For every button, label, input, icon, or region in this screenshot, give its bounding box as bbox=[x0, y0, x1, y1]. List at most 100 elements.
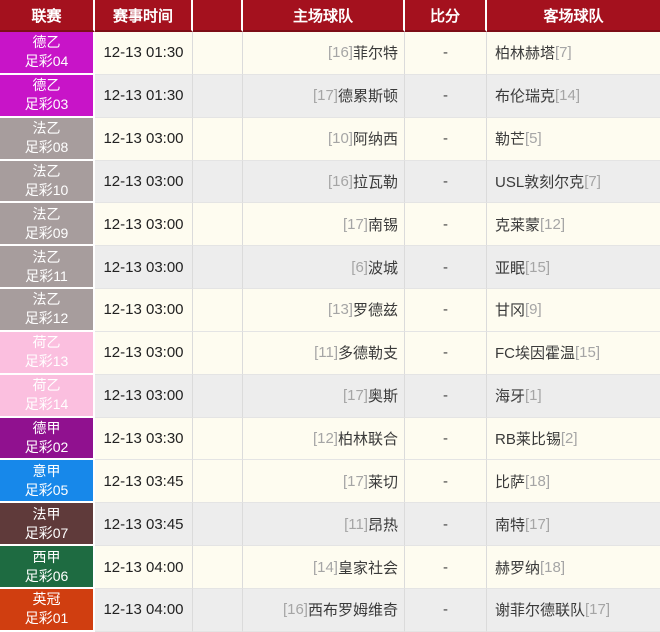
column-header-score: 比分 bbox=[405, 0, 487, 32]
table-row: 西甲 足彩06 12-13 04:00 [14] 皇家社会 - 赫罗纳 [18] bbox=[0, 546, 660, 589]
spacer-cell bbox=[193, 246, 243, 290]
away-team-cell[interactable]: 海牙 [1] bbox=[487, 375, 660, 418]
league-badge[interactable]: 法甲 足彩07 bbox=[0, 503, 95, 547]
away-team-cell[interactable]: 克莱蒙 [12] bbox=[487, 203, 660, 247]
home-team-name: 德累斯顿 bbox=[337, 88, 398, 106]
league-badge[interactable]: 法乙 足彩09 bbox=[0, 203, 95, 247]
match-time: 12-13 01:30 bbox=[95, 32, 193, 75]
away-team-cell[interactable]: 布伦瑞克 [14] bbox=[487, 75, 660, 118]
score-cell: - bbox=[405, 32, 487, 75]
league-code: 足彩06 bbox=[24, 567, 69, 584]
league-badge[interactable]: 荷乙 足彩14 bbox=[0, 374, 95, 418]
home-team-cell[interactable]: [16] 拉瓦勒 bbox=[243, 160, 405, 204]
league-code: 足彩14 bbox=[24, 396, 69, 413]
away-team-rank: [7] bbox=[555, 44, 572, 62]
home-team-cell[interactable]: [16] 菲尔特 bbox=[243, 32, 405, 75]
spacer-cell bbox=[193, 331, 243, 375]
table-row: 荷乙 足彩14 12-13 03:00 [17] 奥斯 - 海牙 [1] bbox=[0, 374, 660, 418]
home-team-rank: [12] bbox=[312, 430, 338, 448]
home-team-cell[interactable]: [10] 阿纳西 bbox=[243, 117, 405, 161]
league-name: 法甲 bbox=[32, 505, 61, 522]
column-header-spacer bbox=[193, 0, 243, 32]
home-team-cell[interactable]: [17] 南锡 bbox=[243, 203, 405, 247]
league-badge[interactable]: 意甲 足彩05 bbox=[0, 460, 95, 504]
league-code: 足彩10 bbox=[24, 181, 69, 198]
league-badge[interactable]: 法乙 足彩08 bbox=[0, 117, 95, 161]
table-row: 法甲 足彩07 12-13 03:45 [11] 昂热 - 南特 [17] bbox=[0, 503, 660, 547]
league-badge[interactable]: 英冠 足彩01 bbox=[0, 588, 95, 632]
table-row: 法乙 足彩12 12-13 03:00 [13] 罗德兹 - 甘冈 [9] bbox=[0, 289, 660, 332]
spacer-cell bbox=[193, 289, 243, 332]
league-name: 西甲 bbox=[32, 548, 61, 565]
away-team-name: 克莱蒙 bbox=[495, 216, 541, 234]
score-cell: - bbox=[405, 246, 487, 290]
league-badge[interactable]: 德甲 足彩02 bbox=[0, 417, 95, 461]
spacer-cell bbox=[193, 374, 243, 418]
away-team-cell[interactable]: 甘冈 [9] bbox=[487, 289, 660, 332]
spacer-cell bbox=[193, 74, 243, 118]
league-name: 法乙 bbox=[32, 291, 61, 308]
column-header-home: 主场球队 bbox=[243, 0, 405, 32]
league-badge[interactable]: 荷乙 足彩13 bbox=[0, 331, 95, 375]
away-team-rank: [18] bbox=[540, 558, 566, 576]
column-header-league: 联赛 bbox=[0, 0, 95, 32]
home-team-name: 拉瓦勒 bbox=[352, 173, 398, 191]
home-team-rank: [6] bbox=[351, 258, 368, 276]
league-code: 足彩03 bbox=[24, 96, 69, 113]
away-team-cell[interactable]: RB莱比锡 [2] bbox=[487, 418, 660, 461]
home-team-cell[interactable]: [6] 波城 bbox=[243, 246, 405, 290]
score-cell: - bbox=[405, 417, 487, 461]
home-team-cell[interactable]: [14] 皇家社会 bbox=[243, 546, 405, 589]
away-team-cell[interactable]: 亚眠 [15] bbox=[487, 246, 660, 290]
table-header-row: 联赛 赛事时间 主场球队 比分 客场球队 bbox=[0, 0, 660, 32]
home-team-cell[interactable]: [13] 罗德兹 bbox=[243, 289, 405, 332]
home-team-cell[interactable]: [17] 奥斯 bbox=[243, 374, 405, 418]
spacer-cell bbox=[193, 160, 243, 204]
league-name: 德甲 bbox=[32, 420, 61, 437]
away-team-cell[interactable]: 勒芒 [5] bbox=[487, 118, 660, 161]
league-name: 法乙 bbox=[32, 248, 61, 265]
home-team-name: 皇家社会 bbox=[337, 559, 398, 577]
away-team-cell[interactable]: 柏林赫塔 [7] bbox=[487, 32, 660, 75]
away-team-rank: [5] bbox=[525, 130, 542, 148]
home-team-name: 柏林联合 bbox=[337, 431, 398, 449]
spacer-cell bbox=[193, 32, 243, 75]
home-team-name: 阿纳西 bbox=[352, 131, 398, 149]
league-badge[interactable]: 西甲 足彩06 bbox=[0, 546, 95, 589]
home-team-rank: [11] bbox=[344, 515, 368, 533]
league-code: 足彩01 bbox=[24, 610, 69, 627]
home-team-cell[interactable]: [17] 莱切 bbox=[243, 460, 405, 504]
home-team-rank: [11] bbox=[314, 344, 338, 362]
away-team-cell[interactable]: 赫罗纳 [18] bbox=[487, 546, 660, 589]
home-team-cell[interactable]: [12] 柏林联合 bbox=[243, 417, 405, 461]
home-team-cell[interactable]: [17] 德累斯顿 bbox=[243, 74, 405, 118]
home-team-cell[interactable]: [16] 西布罗姆维奇 bbox=[243, 588, 405, 632]
league-name: 德乙 bbox=[32, 77, 61, 94]
league-code: 足彩08 bbox=[24, 139, 69, 156]
score-cell: - bbox=[405, 160, 487, 204]
home-team-name: 昂热 bbox=[367, 516, 398, 534]
home-team-cell[interactable]: [11] 昂热 bbox=[243, 503, 405, 547]
away-team-rank: [1] bbox=[525, 387, 542, 405]
away-team-cell[interactable]: FC埃因霍温 [15] bbox=[487, 332, 660, 375]
league-badge[interactable]: 法乙 足彩11 bbox=[0, 246, 95, 290]
home-team-name: 南锡 bbox=[367, 216, 398, 234]
away-team-rank: [7] bbox=[584, 172, 601, 190]
away-team-name: 柏林赫塔 bbox=[495, 45, 556, 63]
league-badge[interactable]: 法乙 足彩12 bbox=[0, 289, 95, 332]
away-team-cell[interactable]: 谢菲尔德联队 [17] bbox=[487, 589, 660, 632]
home-team-name: 莱切 bbox=[367, 473, 398, 491]
league-badge[interactable]: 德乙 足彩04 bbox=[0, 32, 95, 75]
away-team-cell[interactable]: USL敦刻尔克 [7] bbox=[487, 161, 660, 204]
away-team-cell[interactable]: 南特 [17] bbox=[487, 503, 660, 547]
away-team-rank: [2] bbox=[560, 430, 578, 448]
table-row: 德甲 足彩02 12-13 03:30 [12] 柏林联合 - RB莱比锡 [2] bbox=[0, 417, 660, 461]
league-badge[interactable]: 法乙 足彩10 bbox=[0, 160, 95, 204]
table-row: 法乙 足彩11 12-13 03:00 [6] 波城 - 亚眠 [15] bbox=[0, 246, 660, 290]
away-team-rank: [14] bbox=[555, 87, 581, 105]
away-team-cell[interactable]: 比萨 [18] bbox=[487, 460, 660, 504]
league-code: 足彩05 bbox=[24, 481, 69, 498]
league-badge[interactable]: 德乙 足彩03 bbox=[0, 74, 95, 118]
home-team-cell[interactable]: [11] 多德勒支 bbox=[243, 331, 405, 375]
